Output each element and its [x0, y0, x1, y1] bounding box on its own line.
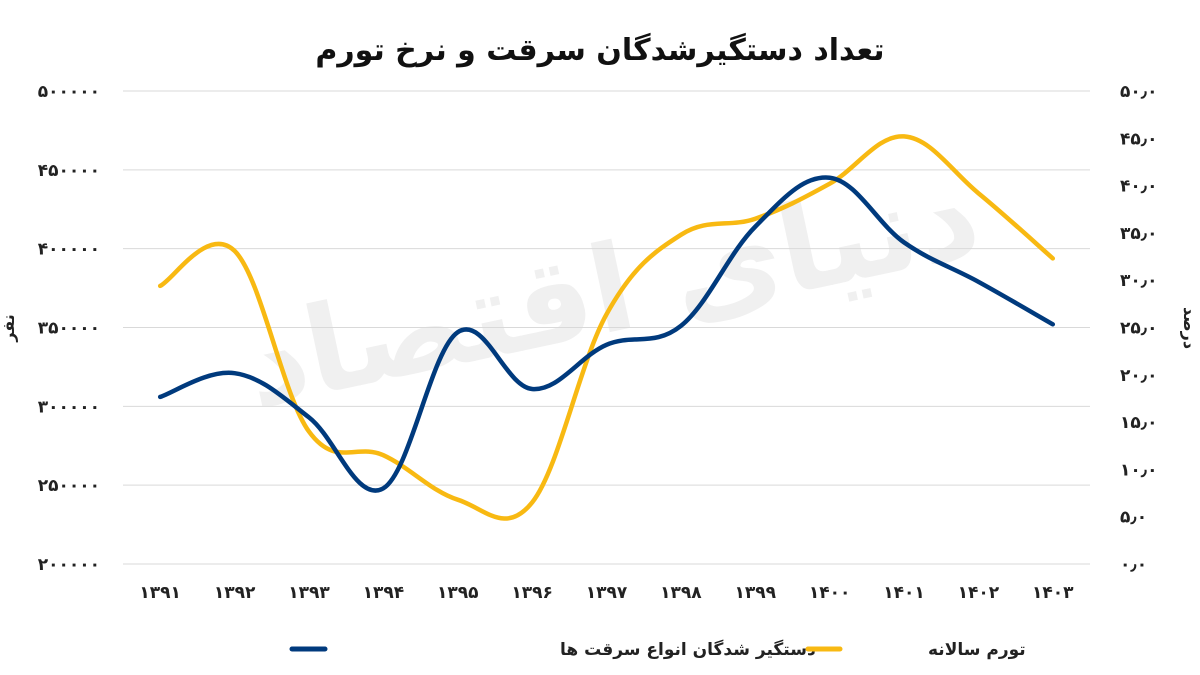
- x-tick-label: ۱۴۰۳: [1032, 583, 1074, 603]
- x-tick-label: ۱۳۹۵: [437, 583, 479, 603]
- x-tick-label: ۱۴۰۱: [883, 583, 925, 603]
- x-tick-label: ۱۴۰۰: [809, 583, 851, 603]
- x-tick-label: ۱۳۹۷: [586, 583, 628, 603]
- right-tick-label: ۵٫۰: [1120, 508, 1147, 528]
- x-tick-label: ۱۳۹۱: [139, 583, 181, 603]
- legend-label: تورم سالانه: [928, 640, 1026, 660]
- right-tick-label: ۳۵٫۰: [1120, 224, 1157, 244]
- x-axis-ticks: ۱۳۹۱ ۱۳۹۲ ۱۳۹۳ ۱۳۹۴ ۱۳۹۵ ۱۳۹۶ ۱۳۹۷ ۱۳۹۸ ۱۳۹۹ ۱۴۰۰…: [139, 583, 1074, 603]
- x-tick-label: ۱۳۹۶: [511, 583, 553, 603]
- right-axis-label: درصد: [1180, 307, 1199, 349]
- left-tick-label: ۴۵۰۰۰۰: [38, 161, 100, 181]
- x-tick-label: ۱۴۰۲: [958, 583, 1000, 603]
- left-tick-label: ۴۰۰۰۰۰: [38, 240, 100, 260]
- legend: دستگیر شدگان انواع سرقت ها تورم سالانه: [289, 639, 1026, 660]
- left-axis-label: نفر: [0, 314, 18, 342]
- x-tick-label: ۱۳۹۸: [660, 583, 702, 603]
- right-tick-label: ۲۰٫۰: [1120, 366, 1157, 386]
- right-tick-label: ۴۵٫۰: [1120, 129, 1157, 149]
- left-tick-label: ۲۵۰۰۰۰: [38, 476, 100, 496]
- left-tick-label: ۲۰۰۰۰۰: [38, 555, 100, 575]
- series-lines: [157, 134, 1056, 521]
- left-tick-label: ۳۰۰۰۰۰: [38, 397, 100, 417]
- right-tick-label: ۰٫۰: [1120, 555, 1147, 575]
- chart-title: تعداد دستگیرشدگان سرقت و نرخ تورم: [315, 32, 884, 68]
- right-tick-label: ۱۰٫۰: [1120, 460, 1157, 480]
- x-tick-label: ۱۳۹۴: [363, 583, 405, 603]
- left-axis-ticks: ۲۰۰۰۰۰ ۲۵۰۰۰۰ ۳۰۰۰۰۰ ۳۵۰۰۰۰ ۴۰۰۰۰۰ ۴۵۰۰۰۰ ۵۰۰۰…: [38, 82, 100, 575]
- right-tick-label: ۴۰٫۰: [1120, 177, 1157, 197]
- right-tick-label: ۲۵٫۰: [1120, 319, 1157, 339]
- x-tick-label: ۱۳۹۲: [214, 583, 256, 603]
- right-tick-label: ۳۰٫۰: [1120, 271, 1157, 291]
- right-axis-ticks: ۰٫۰ ۵٫۰ ۱۰٫۰ ۱۵٫۰ ۲۰٫۰ ۲۵٫۰ ۳۰٫۰ ۳۵٫۰ ۴۰٫۰ ۴۵٫۰ ۵۰…: [1120, 82, 1157, 575]
- left-tick-label: ۵۰۰۰۰۰: [38, 82, 100, 102]
- series-line-arrests: [157, 175, 1056, 493]
- x-tick-label: ۱۳۹۳: [288, 583, 330, 603]
- left-tick-label: ۳۵۰۰۰۰: [38, 319, 100, 339]
- x-tick-label: ۱۳۹۹: [735, 583, 777, 603]
- gridlines: [123, 90, 1090, 565]
- legend-label: دستگیر شدگان انواع سرقت ها: [560, 639, 816, 660]
- right-tick-label: ۱۵٫۰: [1120, 413, 1157, 433]
- right-tick-label: ۵۰٫۰: [1120, 82, 1157, 102]
- watermark: دنیای اقتصاد: [232, 145, 991, 436]
